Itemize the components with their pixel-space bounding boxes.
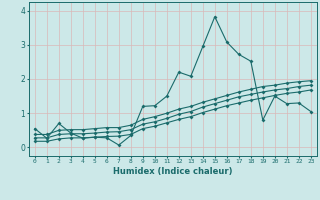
X-axis label: Humidex (Indice chaleur): Humidex (Indice chaleur) [113,167,233,176]
